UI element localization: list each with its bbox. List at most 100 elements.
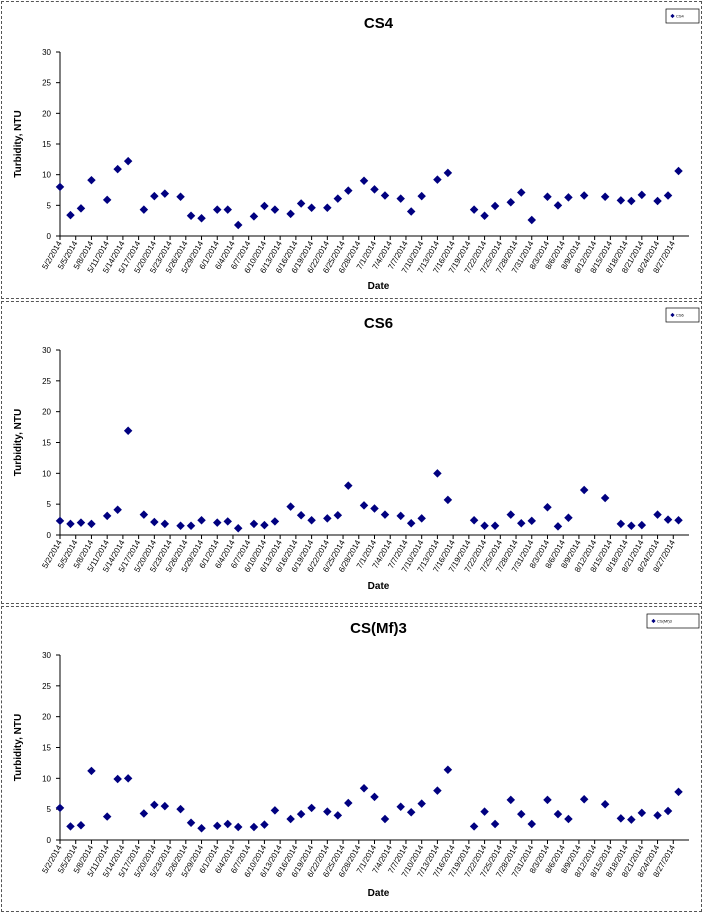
data-point xyxy=(663,806,673,816)
data-point xyxy=(543,503,552,512)
data-point xyxy=(333,511,343,520)
y-tick-label: 5 xyxy=(47,500,52,509)
data-point xyxy=(323,807,332,816)
data-point xyxy=(176,804,185,814)
y-tick-label: 30 xyxy=(42,48,51,57)
data-point xyxy=(113,505,122,514)
y-tick-label: 10 xyxy=(42,171,51,180)
data-point xyxy=(616,196,626,205)
data-point xyxy=(123,774,133,783)
chart-csmf3: CS(Mf)3 CS(Mf)30510152025305/2/20145/5/20… xyxy=(13,613,700,899)
data-point xyxy=(55,182,65,192)
data-point xyxy=(564,814,573,824)
data-point xyxy=(527,516,536,526)
data-point xyxy=(674,787,683,797)
data-point xyxy=(150,800,159,810)
chart-title: CS6 xyxy=(364,315,393,332)
data-point xyxy=(637,190,647,200)
data-point xyxy=(296,809,306,819)
data-point xyxy=(123,426,133,436)
data-point xyxy=(160,519,170,529)
x-axis-label: Date xyxy=(368,888,390,899)
chart-title: CS(Mf)3 xyxy=(350,620,407,637)
data-point xyxy=(380,510,390,519)
data-point xyxy=(469,822,479,831)
data-point xyxy=(417,799,426,808)
data-point xyxy=(150,517,159,527)
chart-cs4: CS4 CS40510152025305/2/20145/5/20145/8/20… xyxy=(13,8,700,292)
data-point xyxy=(307,803,316,813)
data-point xyxy=(344,186,353,195)
data-point xyxy=(627,196,636,206)
data-point xyxy=(213,205,222,214)
y-axis-label: Turbidity, NTU xyxy=(13,110,24,177)
data-point xyxy=(260,820,269,829)
data-point xyxy=(616,519,626,529)
data-point xyxy=(616,814,626,823)
data-point xyxy=(553,809,563,819)
data-point xyxy=(359,176,369,186)
data-point xyxy=(76,518,86,527)
x-axis-label: Date xyxy=(368,281,390,292)
data-point xyxy=(213,518,222,527)
data-point xyxy=(296,511,306,520)
y-tick-label: 0 xyxy=(47,232,52,241)
data-point xyxy=(176,521,185,530)
y-tick-label: 20 xyxy=(42,713,51,722)
data-point xyxy=(480,521,489,530)
data-point xyxy=(186,521,196,530)
data-point xyxy=(600,493,610,503)
data-point xyxy=(102,195,112,205)
data-point xyxy=(66,822,75,831)
data-point xyxy=(653,811,662,820)
data-point xyxy=(674,166,683,176)
data-point xyxy=(370,792,379,802)
data-point xyxy=(490,201,500,211)
legend-label: CS6 xyxy=(676,313,685,318)
data-point xyxy=(517,519,526,528)
data-point xyxy=(579,191,589,200)
data-point xyxy=(307,515,316,525)
data-point xyxy=(260,201,269,211)
data-point xyxy=(653,510,662,519)
y-tick-label: 30 xyxy=(42,346,51,355)
data-point xyxy=(270,517,280,526)
data-point xyxy=(543,795,552,805)
data-point xyxy=(233,822,243,832)
y-tick-label: 20 xyxy=(42,408,51,417)
data-point xyxy=(506,510,516,519)
data-point xyxy=(260,520,269,530)
chart-title: CS4 xyxy=(364,15,394,32)
data-point xyxy=(480,211,489,221)
data-point xyxy=(370,504,379,513)
data-point xyxy=(139,809,149,818)
data-point xyxy=(55,516,65,526)
data-point xyxy=(637,808,647,818)
data-point xyxy=(323,514,332,523)
data-point xyxy=(380,814,390,824)
data-point xyxy=(296,199,306,208)
data-point xyxy=(270,205,280,214)
data-point xyxy=(176,192,185,201)
data-point xyxy=(113,164,122,174)
data-point xyxy=(150,191,159,201)
y-tick-label: 5 xyxy=(47,805,52,814)
legend-label: CS4 xyxy=(676,14,685,19)
data-point xyxy=(600,192,610,201)
data-point xyxy=(417,514,426,523)
x-axis-label: Date xyxy=(368,581,390,592)
y-tick-label: 10 xyxy=(42,774,51,783)
data-point xyxy=(223,517,232,526)
data-point xyxy=(249,212,259,221)
data-point xyxy=(323,203,332,213)
y-axis-label: Turbidity, NTU xyxy=(13,409,24,476)
data-point xyxy=(197,824,206,833)
data-point xyxy=(139,510,149,519)
y-tick-label: 15 xyxy=(42,744,51,753)
y-tick-label: 5 xyxy=(47,201,52,210)
data-point xyxy=(480,807,489,816)
data-point xyxy=(396,194,405,203)
data-point xyxy=(380,191,390,200)
data-point xyxy=(517,809,526,819)
data-point xyxy=(579,795,589,804)
